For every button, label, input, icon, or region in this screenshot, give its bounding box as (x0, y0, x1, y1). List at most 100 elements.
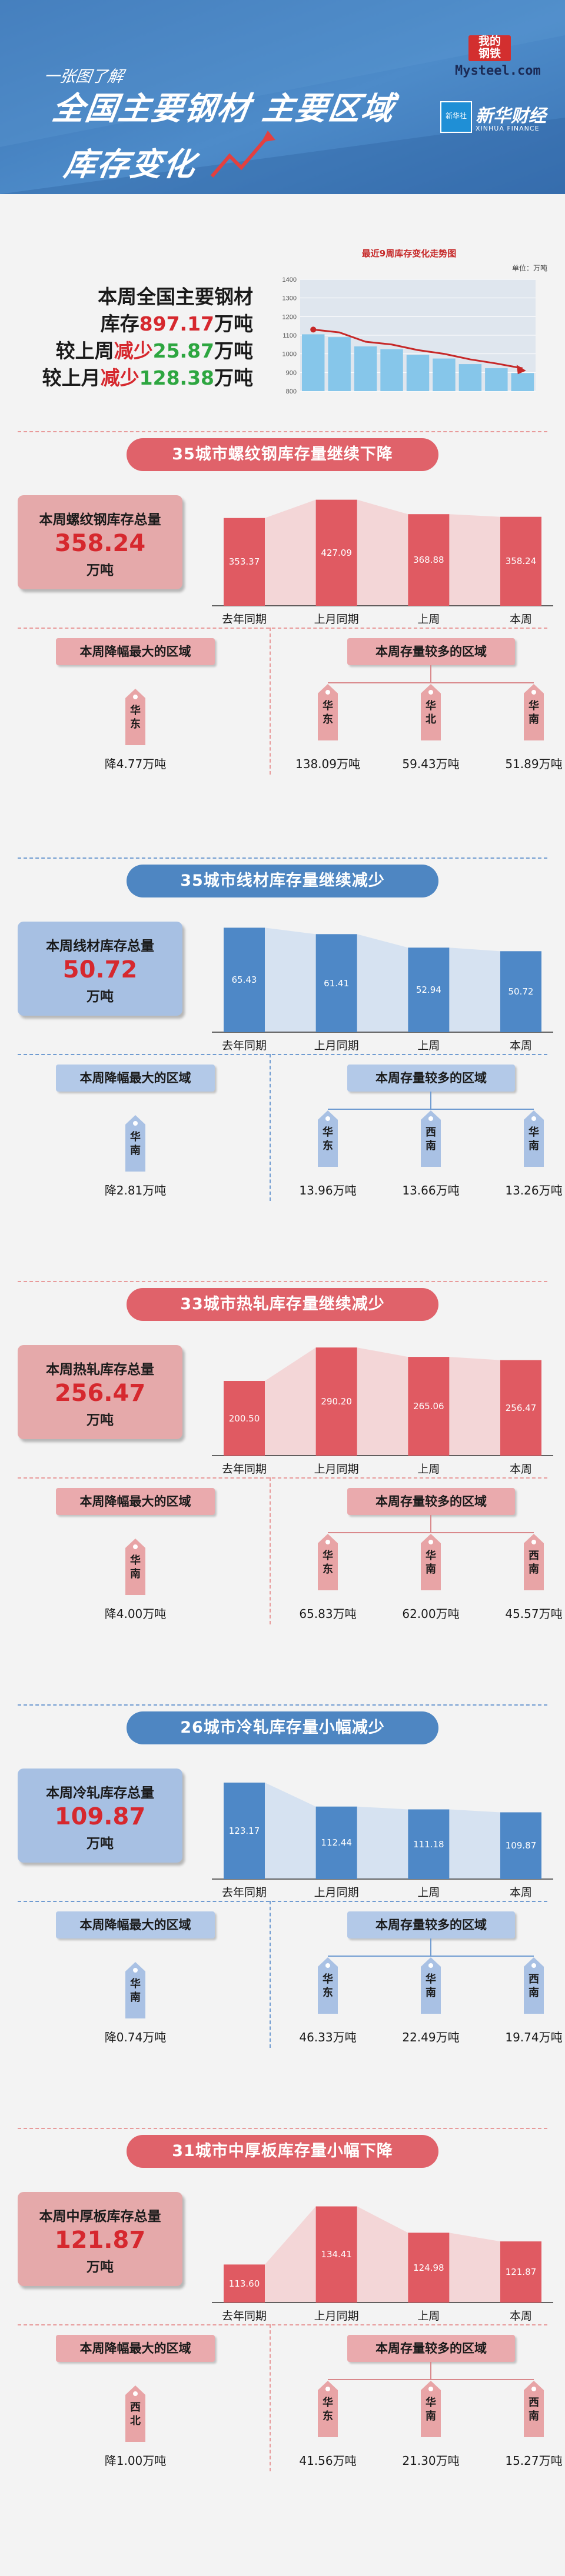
total-card-value: 358.24 (54, 530, 146, 557)
mini-bar (433, 358, 456, 391)
more-region-tag: 华东 (315, 2380, 340, 2438)
xinhua-logo-box: 新华社 (440, 101, 472, 133)
bar-chart (212, 927, 553, 1033)
bar-0 (224, 1782, 265, 1879)
mini-ytick: 1100 (282, 332, 297, 339)
tag-region-text: 华北 (426, 700, 436, 726)
bar-0 (224, 2264, 265, 2303)
bar-category-label: 去年同期 (221, 2310, 267, 2323)
total-card-value: 256.47 (54, 1380, 146, 1407)
more-region-value: 138.09万吨 (295, 757, 360, 771)
total-card-label: 本周中厚板库存总量 (39, 2209, 161, 2224)
bar-1 (315, 1806, 357, 1879)
xinhua-finance-sub: XINHUA FINANCE (476, 125, 540, 132)
sub-divider (18, 1477, 547, 1479)
more-region-tag: 西南 (521, 1533, 546, 1591)
total-card-unit: 万吨 (87, 989, 114, 1005)
more-region-tag: 华南 (418, 1533, 443, 1591)
more-region-value: 15.27万吨 (505, 2454, 563, 2468)
tag-region-text: 西南 (529, 1550, 539, 1576)
bar-value-label: 256.47 (505, 1402, 537, 1413)
more-region-tag: 华北 (418, 683, 443, 742)
summary-line1: 本周全国主要钢材 (98, 285, 253, 308)
bar-value-label: 265.06 (413, 1401, 444, 1412)
more-title: 本周存量较多的区域 (347, 638, 515, 665)
bar-category-label: 上周 (417, 1886, 440, 1899)
bar-category-label: 本周 (509, 1039, 532, 1052)
more-region-tag: 华南 (418, 2380, 443, 2438)
bar-category-label: 去年同期 (221, 1463, 267, 1476)
section-divider (18, 431, 547, 432)
tag-region-text: 华南 (130, 1554, 141, 1580)
tag-region-text: 华东 (323, 1550, 333, 1576)
bar-0 (224, 518, 265, 606)
bar-2 (408, 947, 450, 1032)
bar-1 (315, 934, 357, 1032)
mini-chart-unit: 单位：万吨 (512, 264, 548, 272)
section-divider (18, 1704, 547, 1706)
bar-2 (408, 2233, 450, 2303)
bar-value-label: 113.60 (228, 2278, 260, 2289)
tag-region-text: 华东 (323, 2397, 333, 2422)
more-title: 本周存量较多的区域 (347, 1488, 515, 1515)
decline-title: 本周降幅最大的区域 (56, 2335, 215, 2362)
mini-bar (485, 368, 508, 391)
bar-1 (315, 1347, 357, 1456)
more-region-tag: 华南 (521, 1109, 546, 1168)
tag-region-text: 华南 (130, 1131, 141, 1157)
section-banner: 33城市热轧库存量继续减少 (127, 1288, 438, 1321)
mysteel-logo: 我的 钢铁 (468, 35, 511, 61)
tag-region-text: 华南 (426, 1973, 436, 1999)
section-divider (18, 2128, 547, 2129)
more-region-tag: 华东 (315, 1109, 340, 1168)
section-banner: 35城市螺纹钢库存量继续下降 (127, 438, 438, 471)
section-banner: 35城市线材库存量继续减少 (127, 865, 438, 897)
region-connector (328, 1515, 534, 1533)
mini-chart-title: 最近9周库存变化走势图 (361, 248, 457, 259)
total-card-label: 本周线材库存总量 (46, 939, 154, 954)
mini-ytick: 1000 (282, 351, 297, 358)
region-connector (328, 1092, 534, 1110)
bar-value-label: 111.18 (413, 1838, 444, 1850)
sub-vertical-divider (270, 1901, 271, 2048)
bar-3 (500, 516, 541, 606)
decline-title: 本周降幅最大的区域 (56, 1065, 215, 1092)
more-title: 本周存量较多的区域 (347, 1911, 515, 1938)
more-region-value: 13.66万吨 (402, 1183, 460, 1197)
total-card-unit: 万吨 (87, 1413, 114, 1428)
bar-category-label: 上周 (417, 613, 440, 626)
bar-value-label: 50.72 (508, 986, 534, 997)
total-card-value: 50.72 (62, 956, 138, 983)
bar-1 (315, 2206, 357, 2303)
bar-category-label: 上月同期 (314, 2310, 359, 2323)
decline-region-tag: 华南 (123, 1114, 148, 1173)
section-divider (18, 1281, 547, 1282)
mini-ytick: 900 (286, 369, 297, 376)
mini-bar (458, 364, 482, 391)
bar-category-label: 上月同期 (314, 1463, 359, 1476)
mini-bar (328, 337, 351, 391)
bar-value-label: 109.87 (505, 1840, 537, 1851)
xinhua-finance-logo: 新华财经 (476, 106, 546, 126)
more-region-value: 65.83万吨 (299, 1607, 357, 1621)
bar-shade (224, 1347, 541, 1456)
bar-category-label: 上周 (417, 1463, 440, 1476)
mini-bar (511, 373, 534, 391)
mini-ytick: 1400 (282, 276, 297, 283)
more-region-value: 51.89万吨 (505, 757, 563, 771)
sub-divider (18, 2324, 547, 2325)
decline-title: 本周降幅最大的区域 (56, 1488, 215, 1515)
bar-shade (224, 499, 541, 606)
more-region-tag: 华南 (521, 683, 546, 742)
trend-arrow-icon (210, 135, 270, 178)
decline-value: 降4.00万吨 (104, 1607, 167, 1621)
tag-region-text: 西南 (529, 2397, 539, 2422)
tag-region-text: 华南 (426, 1550, 436, 1576)
more-region-value: 62.00万吨 (402, 1607, 460, 1621)
bar-category-label: 上周 (417, 2310, 440, 2323)
bar-category-label: 上月同期 (314, 613, 359, 626)
section-divider (18, 857, 547, 859)
total-card: 本周中厚板库存总量 121.87 万吨 (18, 2192, 182, 2286)
bar-shade (224, 927, 541, 1032)
section-banner: 26城市冷轧库存量小幅减少 (127, 1711, 438, 1744)
